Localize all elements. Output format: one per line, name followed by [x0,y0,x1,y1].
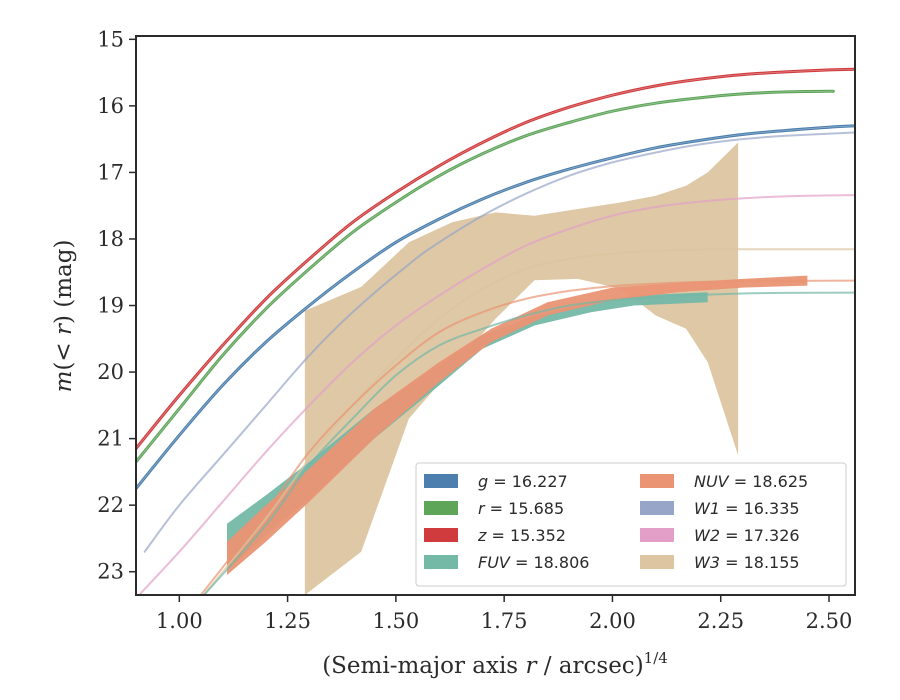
series-lines [136,67,855,595]
y-tick-label: 21 [97,427,124,451]
legend-label-w2: W2 = 17.326 [694,526,800,545]
legend-label-z: z = 15.352 [477,526,566,545]
plot-frame [135,35,856,596]
x-axis-label: (Semi-major axis r / arcsec)1/4 [322,649,668,679]
x-tick-label: 2.25 [697,609,744,633]
line-highlight-z [136,68,855,449]
line-z [136,67,855,451]
line-w2 [137,194,855,595]
legend-swatch-r [424,501,458,515]
x-tick-label: 2.00 [589,609,636,633]
x-tick-label: 1.00 [156,609,203,633]
line-w3 [202,248,855,595]
line-nuv [200,279,855,595]
legend-label-r: r = 15.685 [478,499,564,518]
uncertainty-bands [227,142,808,595]
legend-label-g: g = 16.227 [478,472,568,491]
x-tick-label: 1.25 [264,609,311,633]
legend-swatch-w1 [640,501,674,515]
legend-swatch-w2 [640,528,674,542]
legend-label-fuv: FUV = 18.806 [478,553,589,572]
legend-label-w1: W1 = 16.335 [694,499,800,518]
legend-label-w3: W3 = 18.155 [694,553,800,572]
y-tick-label: 16 [97,94,124,118]
y-tick-label: 22 [97,493,124,517]
line-fuv [202,291,855,595]
y-tick-label: 18 [97,227,124,251]
line-highlight-g [136,125,855,489]
y-axis-label: m(< r) (mag) [51,240,77,393]
line-r [136,89,835,464]
legend-label-nuv: NUV = 18.625 [694,472,808,491]
line-g [136,124,855,490]
y-tick-label: 23 [97,560,124,584]
line-w1 [143,131,855,553]
legend-swatch-w3 [640,555,674,569]
y-tick-label: 20 [97,360,124,384]
legend: g = 16.227 r = 15.685 z = 15.352 FUV = 18.8… [415,462,847,587]
y-tick-label: 15 [97,27,124,51]
legend-box [415,462,847,587]
legend-swatch-g [424,474,458,488]
y-tick-label: 17 [97,160,124,184]
band-w3 [304,142,739,595]
legend-swatch-z [424,528,458,542]
x-tick-label: 2.50 [806,609,853,633]
y-axis-ticks: 15 16 17 18 19 20 21 22 23 [97,27,136,584]
x-tick-label: 1.50 [372,609,419,633]
x-axis-ticks: 1.00 1.25 1.50 1.75 2.00 2.25 2.50 [156,595,852,633]
line-highlight-r [136,90,834,463]
y-tick-label: 19 [97,294,124,318]
legend-swatch-nuv [640,474,674,488]
x-tick-label: 1.75 [481,609,528,633]
legend-swatch-fuv [424,555,458,569]
